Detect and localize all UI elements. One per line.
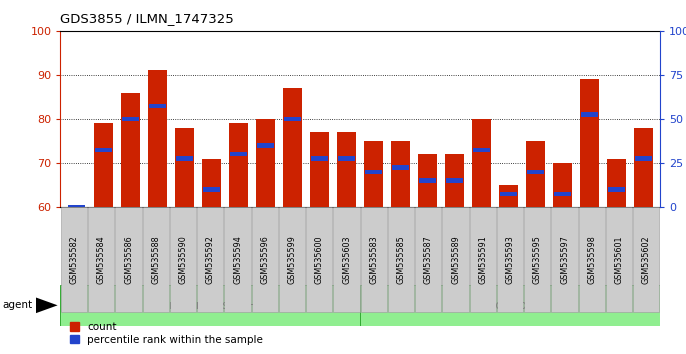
Bar: [500, 192, 517, 196]
Bar: [527, 170, 544, 174]
Text: GSM535601: GSM535601: [615, 235, 624, 284]
Bar: [635, 156, 652, 161]
Bar: [122, 117, 139, 121]
Bar: [418, 154, 437, 207]
Bar: [446, 178, 463, 183]
Bar: [175, 128, 194, 207]
Text: GSM535590: GSM535590: [178, 235, 187, 284]
Text: GSM535598: GSM535598: [587, 235, 596, 284]
Bar: [360, 285, 660, 326]
Bar: [365, 170, 382, 174]
Bar: [526, 141, 545, 207]
Bar: [419, 178, 436, 183]
Bar: [68, 205, 85, 209]
Bar: [229, 123, 248, 207]
Text: GSM535599: GSM535599: [287, 235, 296, 284]
Bar: [472, 119, 491, 207]
Bar: [581, 112, 598, 117]
Text: GSM535584: GSM535584: [97, 235, 106, 284]
Polygon shape: [36, 297, 58, 313]
Text: GSM535587: GSM535587: [424, 235, 433, 284]
Bar: [203, 187, 220, 192]
Bar: [364, 141, 383, 207]
Bar: [257, 143, 274, 148]
Text: GDS3855 / ILMN_1747325: GDS3855 / ILMN_1747325: [60, 12, 234, 25]
Bar: [311, 156, 328, 161]
Text: GSM535602: GSM535602: [642, 235, 651, 284]
Legend: count, percentile rank within the sample: count, percentile rank within the sample: [66, 318, 268, 349]
Text: GSM535586: GSM535586: [124, 235, 133, 284]
Bar: [310, 132, 329, 207]
Bar: [473, 148, 490, 152]
Bar: [121, 92, 140, 207]
Text: GSM535589: GSM535589: [451, 235, 460, 284]
Bar: [553, 163, 572, 207]
Bar: [148, 70, 167, 207]
Text: agent: agent: [2, 300, 32, 310]
Text: GSM535588: GSM535588: [151, 235, 161, 284]
Bar: [176, 156, 193, 161]
Bar: [338, 156, 355, 161]
Text: GSM535594: GSM535594: [233, 235, 242, 284]
Bar: [338, 132, 356, 207]
Bar: [391, 141, 410, 207]
Bar: [149, 103, 166, 108]
Bar: [284, 117, 301, 121]
Text: GSM535603: GSM535603: [342, 235, 351, 284]
Text: GSM535591: GSM535591: [478, 235, 487, 284]
Text: GSM535582: GSM535582: [69, 235, 78, 284]
Bar: [392, 165, 409, 170]
Text: GSM535597: GSM535597: [560, 235, 569, 284]
Text: GSM535593: GSM535593: [506, 235, 514, 284]
Text: GSM535595: GSM535595: [533, 235, 542, 284]
Bar: [230, 152, 247, 156]
Bar: [445, 154, 464, 207]
Bar: [580, 79, 599, 207]
Text: estrogen-based HRT: estrogen-based HRT: [151, 299, 270, 312]
Text: GSM535583: GSM535583: [369, 235, 378, 284]
Bar: [202, 159, 221, 207]
Text: GSM535596: GSM535596: [260, 235, 270, 284]
Text: control: control: [490, 299, 530, 312]
Bar: [499, 185, 518, 207]
Bar: [95, 148, 112, 152]
Bar: [60, 285, 360, 326]
Bar: [554, 192, 571, 196]
Bar: [256, 119, 275, 207]
Bar: [94, 123, 113, 207]
Text: GSM535585: GSM535585: [397, 235, 405, 284]
Bar: [607, 159, 626, 207]
Bar: [283, 88, 302, 207]
Text: GSM535592: GSM535592: [206, 235, 215, 284]
Bar: [635, 128, 653, 207]
Text: GSM535600: GSM535600: [315, 235, 324, 284]
Bar: [608, 187, 625, 192]
